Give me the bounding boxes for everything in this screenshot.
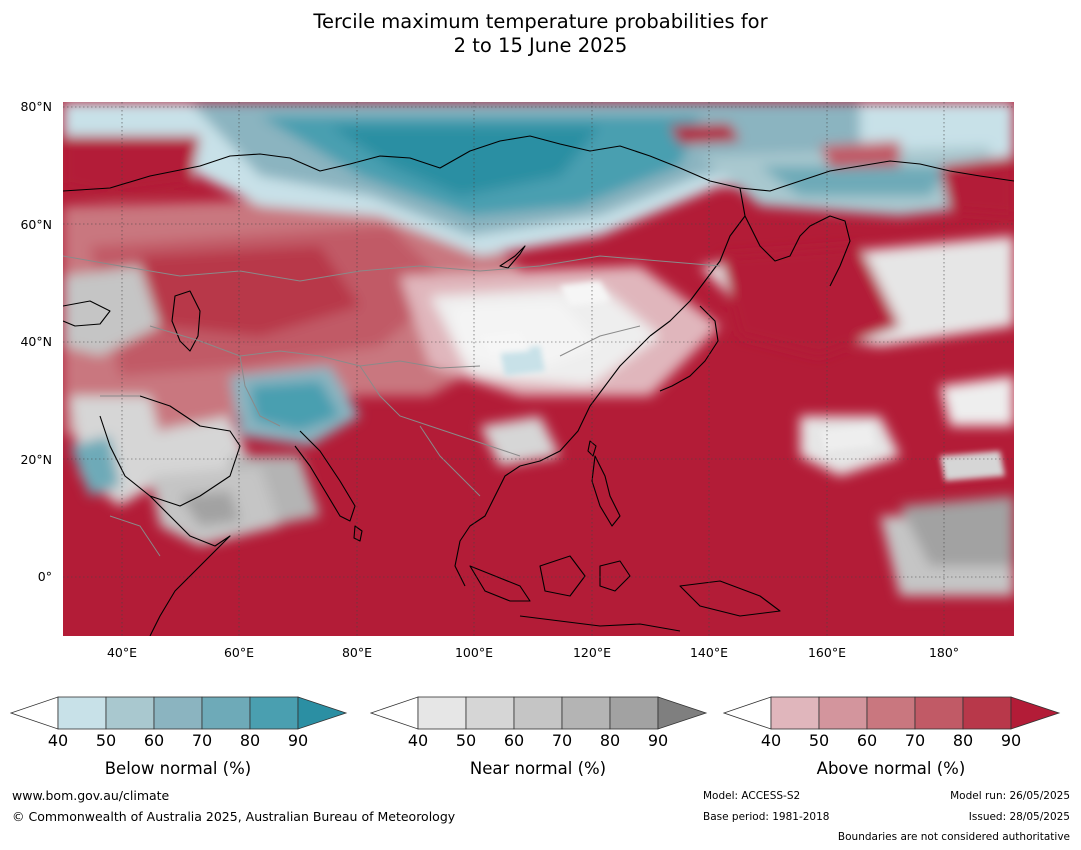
colorbar-tick-label: 50 [96, 731, 116, 750]
colorbar-segment [818, 696, 868, 730]
below-normal-colorbar: 40 50 60 70 80 90 [9, 690, 350, 780]
colorbar-extend-low [722, 696, 772, 730]
colorbar-tick-label: 60 [504, 731, 524, 750]
colorbar-segment [914, 696, 964, 730]
colorbar-tick-label: 40 [761, 731, 781, 750]
map-title: Tercile maximum temperature probabilitie… [0, 10, 1081, 58]
lon-label: 40°E [107, 645, 137, 660]
colorbar-segment [201, 696, 251, 730]
colorbar-segment [105, 696, 155, 730]
lon-label: 160°E [808, 645, 846, 660]
model-run-text: Model run: 26/05/2025 [950, 790, 1070, 802]
graticule [63, 102, 1014, 636]
near-normal-colorbar: 40 50 60 70 80 90 [369, 690, 710, 780]
colorbar-tick-label: 40 [48, 731, 68, 750]
above-normal-colorbar: 40 50 60 70 80 90 [722, 690, 1063, 780]
probability-map: 80°N 60°N 40°N 20°N 0° 40°E 60°E 80°E 10… [0, 96, 1081, 670]
latitude-labels: 80°N 60°N 40°N 20°N 0° [20, 99, 52, 584]
colorbar-segment [57, 696, 107, 730]
colorbar-segment [962, 696, 1012, 730]
colorbar-segment [866, 696, 916, 730]
colorbar-tick-label: 50 [456, 731, 476, 750]
colorbar-tick-label: 70 [552, 731, 572, 750]
below-normal-label: Below normal (%) [104, 759, 252, 778]
lon-label: 180° [929, 645, 959, 660]
colorbar-segment [561, 696, 611, 730]
colorbar-segment [609, 696, 659, 730]
lat-label: 0° [38, 569, 52, 584]
longitude-labels: 40°E 60°E 80°E 100°E 120°E 140°E 160°E 1… [107, 645, 959, 660]
colorbar-extend-low [369, 696, 419, 730]
colorbar-tick-label: 60 [857, 731, 877, 750]
colorbar-tick-label: 90 [288, 731, 308, 750]
copyright-text: © Commonwealth of Australia 2025, Austra… [12, 809, 456, 824]
title-line-2: 2 to 15 June 2025 [453, 34, 628, 57]
colorbar-tick-label: 80 [600, 731, 620, 750]
map-field [63, 102, 1014, 636]
coastlines [63, 135, 1014, 636]
colorbar-tick-label: 70 [192, 731, 212, 750]
colorbar-segment [153, 696, 203, 730]
base-period-text: Base period: 1981-2018 [703, 811, 830, 823]
country-borders [63, 255, 721, 557]
colorbar-tick-label: 80 [240, 731, 260, 750]
lat-label: 40°N [20, 334, 52, 349]
colorbar-tick-label: 90 [1001, 731, 1021, 750]
colorbar-extend-low [9, 696, 59, 730]
boundaries-note: Boundaries are not considered authoritat… [837, 831, 1070, 843]
lat-label: 20°N [20, 452, 52, 467]
colorbar-tick-label: 50 [809, 731, 829, 750]
near-normal-label: Near normal (%) [469, 759, 607, 778]
issued-text: Issued: 28/05/2025 [968, 811, 1070, 823]
colorbar-tick-label: 90 [648, 731, 668, 750]
lon-label: 60°E [224, 645, 254, 660]
colorbar-svg: 40 50 60 70 80 90 [9, 696, 348, 750]
colorbar-segment [513, 696, 563, 730]
colorbar-segment [249, 696, 299, 730]
lat-label: 60°N [20, 217, 52, 232]
lon-label: 120°E [573, 645, 611, 660]
colorbar-tick-label: 70 [905, 731, 925, 750]
colorbar-tick-label: 80 [953, 731, 973, 750]
colorbar-tick-label: 40 [408, 731, 428, 750]
title-line-1: Tercile maximum temperature probabilitie… [313, 10, 768, 33]
colorbar-segment [417, 696, 467, 730]
colorbar-extend-high [1010, 696, 1061, 730]
website-link[interactable]: www.bom.gov.au/climate [12, 788, 170, 803]
model-text: Model: ACCESS-S2 [703, 790, 801, 802]
lon-label: 80°E [342, 645, 372, 660]
lon-label: 140°E [690, 645, 728, 660]
colorbar-segment [770, 696, 820, 730]
colorbar-svg: 40 50 60 70 80 90 [369, 696, 708, 750]
colorbar-tick-label: 60 [144, 731, 164, 750]
colorbar-extend-high [297, 696, 348, 730]
colorbar-segment [465, 696, 515, 730]
lat-label: 80°N [20, 99, 52, 114]
lon-label: 100°E [455, 645, 493, 660]
map-svg: 80°N 60°N 40°N 20°N 0° 40°E 60°E 80°E 10… [20, 99, 1014, 660]
colorbar-extend-high [657, 696, 708, 730]
above-normal-label: Above normal (%) [816, 759, 966, 778]
colorbar-svg: 40 50 60 70 80 90 [722, 696, 1061, 750]
